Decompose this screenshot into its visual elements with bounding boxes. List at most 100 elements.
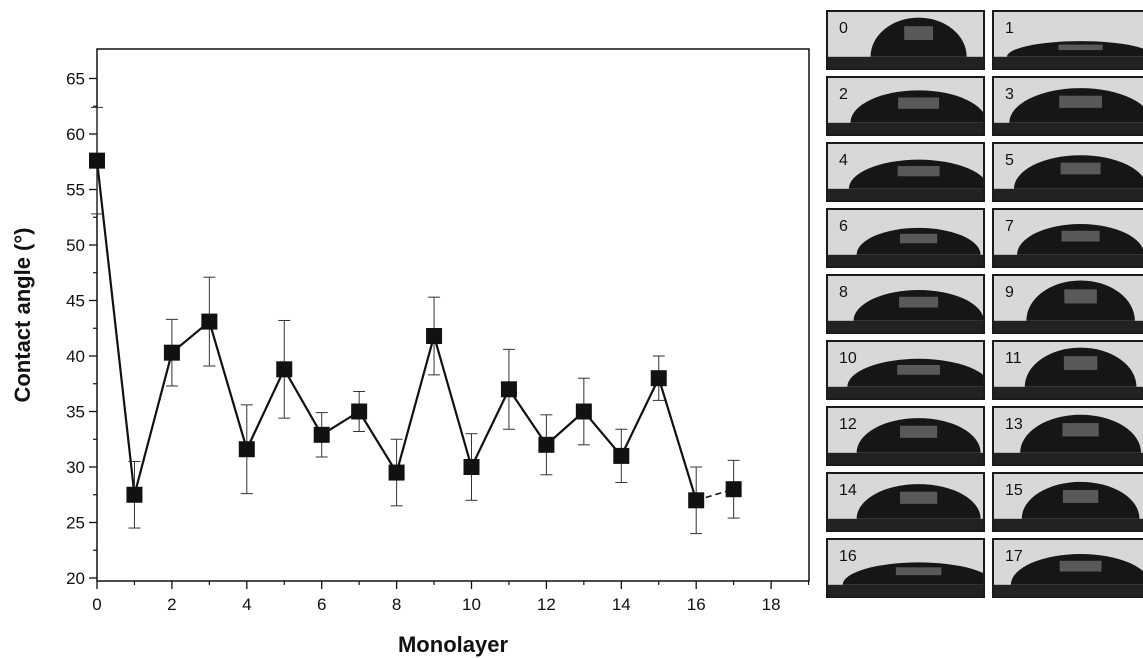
- x-tick-label: 4: [242, 595, 251, 614]
- y-tick-label: 20: [66, 569, 85, 588]
- droplet-image-label: 15: [1005, 482, 1023, 499]
- series-line-segment: [657, 377, 698, 501]
- series-line-segment: [95, 160, 136, 495]
- droplet-image: 17: [992, 538, 1143, 598]
- droplet-image: 10: [826, 340, 985, 400]
- droplet-photo: [828, 276, 983, 332]
- droplet-image-label: 10: [839, 350, 857, 367]
- data-point: [126, 486, 143, 503]
- y-tick-label: 50: [66, 236, 85, 255]
- y-axis-label: Contact angle (°): [10, 227, 35, 402]
- data-point: [538, 436, 555, 453]
- x-tick-label: 10: [462, 595, 481, 614]
- data-point: [426, 328, 443, 345]
- droplet-image: 13: [992, 406, 1143, 466]
- x-tick-label: 8: [392, 595, 401, 614]
- droplet-image-label: 6: [839, 218, 848, 235]
- y-tick-label: 60: [66, 125, 85, 144]
- droplet-photo: [828, 342, 983, 398]
- droplet-image: 12: [826, 406, 985, 466]
- data-point: [313, 426, 330, 443]
- droplet-image-label: 17: [1005, 548, 1023, 565]
- droplet-image-label: 2: [839, 86, 848, 103]
- series-line-segment: [283, 368, 323, 436]
- droplet-photo: [994, 210, 1143, 266]
- data-point: [276, 361, 293, 378]
- droplet-photo: [994, 342, 1143, 398]
- droplet-photo: [828, 474, 983, 530]
- series-line-segment: [245, 368, 286, 450]
- y-tick-label: 30: [66, 458, 85, 477]
- data-point: [388, 464, 405, 481]
- data-point: [163, 344, 180, 361]
- x-axis-label: Monolayer: [398, 632, 508, 657]
- droplet-image-label: 9: [1005, 284, 1014, 301]
- droplet-image: 2: [826, 76, 985, 136]
- droplet-photo: [994, 78, 1143, 134]
- series-line-segment: [133, 352, 173, 496]
- series-line-segment: [395, 335, 436, 473]
- series-line-segment: [508, 388, 548, 446]
- data-point: [500, 381, 517, 398]
- droplet-photo: [994, 12, 1143, 68]
- droplet-photo: [994, 408, 1143, 464]
- droplet-image-label: 8: [839, 284, 848, 301]
- x-tick-label: 0: [92, 595, 101, 614]
- droplet-photo: [994, 276, 1143, 332]
- droplet-image: 6: [826, 208, 985, 268]
- series-line-segment: [470, 388, 510, 468]
- droplet-image: 3: [992, 76, 1143, 136]
- y-tick-label: 25: [66, 514, 85, 533]
- x-tick-label: 2: [167, 595, 176, 614]
- droplet-photo: [828, 144, 983, 200]
- y-tick-label: 65: [66, 70, 85, 89]
- droplet-image-label: 14: [839, 482, 857, 499]
- droplet-image-gallery: 0 1 2 3 4 5 6 7 8 9 10 11 12 13 14 15 16 17: [826, 10, 1143, 614]
- data-point: [89, 152, 105, 169]
- droplet-image-label: 13: [1005, 416, 1023, 433]
- droplet-image-label: 7: [1005, 218, 1014, 235]
- x-tick-label: 14: [612, 595, 631, 614]
- droplet-photo: [828, 78, 983, 134]
- series-line-segment: [208, 321, 248, 450]
- data-point: [650, 370, 667, 387]
- droplet-image: 9: [992, 274, 1143, 334]
- droplet-photo: [828, 408, 983, 464]
- droplet-image-label: 12: [839, 416, 857, 433]
- x-tick-label: 6: [317, 595, 326, 614]
- droplet-image-label: 3: [1005, 86, 1014, 103]
- x-axis: 0 2 4 6 8 10 12 14 16 18: [92, 581, 810, 614]
- droplet-photo: [994, 474, 1143, 530]
- data-point: [575, 403, 592, 420]
- series-line-segment: [620, 377, 660, 457]
- droplet-photo: [828, 12, 983, 68]
- y-tick-label: 40: [66, 347, 85, 366]
- droplet-image: 15: [992, 472, 1143, 532]
- data-point: [463, 459, 480, 475]
- droplet-image: 0: [826, 10, 985, 70]
- series-line-segment: [432, 335, 473, 468]
- data-point: [201, 313, 218, 330]
- y-tick-label: 35: [66, 403, 85, 422]
- droplet-image: 11: [992, 340, 1143, 400]
- droplet-image: 16: [826, 538, 985, 598]
- droplet-photo: [994, 144, 1143, 200]
- droplet-image-label: 1: [1005, 20, 1014, 37]
- series-contact-angle: [89, 106, 742, 535]
- contact-angle-chart: 20 25 30 35 40 45 50 55 60 65 0 2 4 6 8 10 12 14 16 18 Mon…: [10, 48, 810, 657]
- data-point: [238, 441, 255, 458]
- droplet-image: 7: [992, 208, 1143, 268]
- droplet-image: 14: [826, 472, 985, 532]
- y-axis: 20 25 30 35 40 45 50 55 60 65: [66, 70, 97, 588]
- droplet-image-label: 4: [839, 152, 848, 169]
- droplet-image-label: 0: [839, 20, 848, 37]
- droplet-image: 5: [992, 142, 1143, 202]
- x-tick-label: 18: [762, 595, 781, 614]
- x-tick-label: 16: [687, 595, 706, 614]
- droplet-image-label: 11: [1005, 350, 1022, 367]
- x-tick-label: 12: [537, 595, 556, 614]
- droplet-image: 4: [826, 142, 985, 202]
- droplet-photo: [828, 210, 983, 266]
- droplet-image: 8: [826, 274, 985, 334]
- droplet-image-label: 5: [1005, 152, 1014, 169]
